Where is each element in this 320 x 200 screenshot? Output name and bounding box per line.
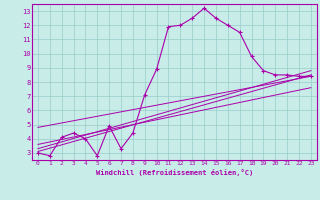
X-axis label: Windchill (Refroidissement éolien,°C): Windchill (Refroidissement éolien,°C) (96, 169, 253, 176)
